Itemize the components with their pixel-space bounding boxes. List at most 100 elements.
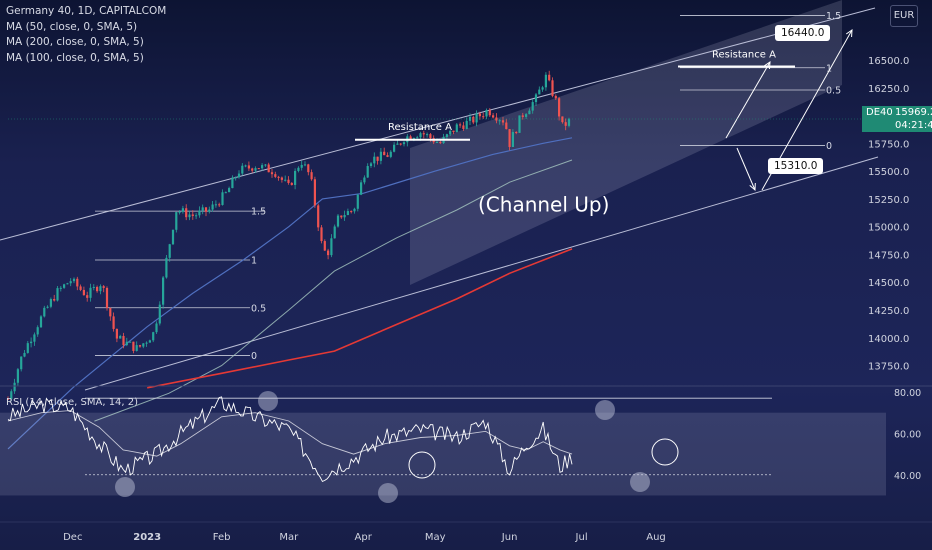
candle-body	[551, 80, 554, 96]
candle	[307, 163, 310, 176]
candle	[508, 129, 511, 151]
candle	[445, 133, 448, 139]
candle-body	[323, 241, 326, 251]
candle-body	[152, 332, 155, 341]
chart-title: Germany 40, 1D, CAPITALCOM	[6, 5, 167, 17]
candle	[92, 284, 95, 291]
candle-body	[208, 209, 211, 212]
candle-body	[518, 115, 521, 133]
candle-body	[188, 214, 191, 218]
candle-body	[43, 307, 46, 317]
candle-body	[221, 192, 224, 205]
price-tick-label: 16500.0	[868, 56, 909, 67]
candle	[472, 115, 475, 125]
projection-arrow-down-head	[749, 182, 756, 192]
price-tick-label: 14500.0	[868, 278, 909, 289]
candle-body	[294, 170, 297, 185]
candle-body	[346, 211, 349, 216]
candle-body	[178, 211, 181, 213]
candle-body	[112, 316, 115, 329]
candle-body	[228, 188, 231, 193]
candle	[439, 140, 442, 145]
candle	[53, 294, 56, 302]
ma100-line	[94, 159, 573, 422]
candle-body	[307, 164, 310, 173]
fib-level-label: 0.5	[826, 86, 841, 97]
symbol-tag: DE40	[866, 107, 893, 118]
candle-body	[82, 289, 85, 296]
candle	[72, 277, 76, 284]
candle	[465, 117, 468, 130]
fib-level-label: 1	[826, 63, 832, 74]
candle-body	[379, 151, 382, 161]
time-tick-label: Feb	[213, 532, 231, 543]
candle	[155, 321, 158, 335]
candle-body	[257, 168, 260, 170]
countdown: 04:21:42	[895, 120, 932, 131]
price-tick-label: 15250.0	[868, 195, 909, 206]
candle	[39, 315, 43, 328]
candle	[16, 367, 19, 387]
candle-body	[96, 286, 99, 292]
candle	[241, 163, 244, 176]
candle-body	[185, 208, 188, 218]
candle	[175, 211, 178, 233]
candle	[69, 278, 72, 287]
candle	[294, 168, 297, 190]
candle	[198, 206, 201, 218]
candle-body	[376, 156, 379, 161]
candle	[336, 214, 340, 228]
candle-body	[521, 115, 524, 117]
candle	[310, 169, 313, 181]
legend-ma50: MA (50, close, 0, SMA, 5)	[6, 20, 138, 33]
candle	[386, 152, 389, 158]
ma50-line	[7, 137, 573, 450]
currency-button[interactable]: EUR	[890, 5, 918, 27]
candle	[475, 110, 478, 127]
candle	[224, 191, 227, 194]
candle-body	[327, 250, 330, 256]
candle	[518, 115, 521, 133]
candle-body	[356, 194, 359, 209]
candle-body	[531, 102, 534, 111]
candle	[33, 332, 36, 346]
candle-body	[564, 122, 567, 126]
candle-body	[317, 205, 320, 228]
candle	[168, 243, 171, 262]
rsi-legend: RSI (14, close, SMA, 14, 2)	[6, 397, 138, 408]
candle-body	[23, 352, 26, 357]
candle-body	[204, 207, 208, 212]
candle-body	[561, 116, 564, 123]
candle-body	[102, 286, 105, 288]
candle	[188, 210, 191, 221]
candle	[82, 286, 85, 296]
candle-body	[237, 173, 241, 178]
candle	[204, 207, 208, 217]
candle-body	[336, 215, 340, 227]
candle-body	[162, 277, 165, 305]
candle-body	[251, 168, 254, 171]
candle	[340, 215, 343, 219]
candle-body	[393, 144, 396, 152]
time-tick-label: Jun	[501, 532, 518, 543]
legend-ma200: MA (200, close, 0, SMA, 5)	[6, 36, 144, 48]
candle-body	[343, 215, 346, 218]
candle	[495, 113, 498, 124]
candle	[396, 140, 399, 145]
candle	[300, 160, 303, 171]
candle-body	[287, 179, 290, 183]
candle-body	[264, 164, 267, 166]
candle-body	[360, 182, 363, 195]
candle-body	[525, 114, 528, 117]
candle-body	[195, 215, 198, 217]
rsi-highlight-dot	[595, 400, 615, 420]
projection-arrow-up	[725, 61, 771, 139]
last-price: 15969.2	[895, 107, 932, 118]
candle-body	[119, 335, 122, 339]
candle-body	[234, 177, 237, 179]
candle-body	[353, 208, 356, 212]
candle-body	[56, 288, 59, 301]
candle	[76, 276, 79, 291]
